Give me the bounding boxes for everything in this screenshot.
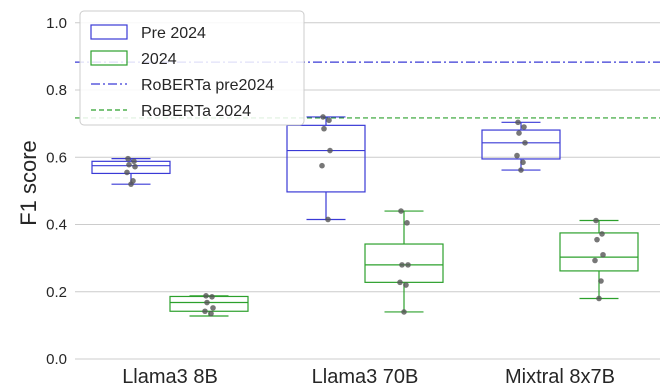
data-point (599, 231, 605, 237)
data-point (596, 295, 602, 302)
data-point (203, 292, 209, 299)
box-body (364, 243, 444, 283)
box-1-0 (169, 292, 249, 317)
data-point (399, 262, 405, 268)
data-point (518, 167, 524, 173)
y-tick-label: 0.0 (46, 351, 67, 368)
y-tick-label: 1.0 (46, 15, 67, 32)
box-body (286, 124, 366, 193)
data-point (326, 117, 332, 124)
data-point (204, 299, 210, 306)
y-tick-labels: 0.0 0.2 0.4 0.6 0.8 1.0 (46, 15, 67, 368)
data-point (593, 217, 599, 224)
data-point (404, 220, 410, 226)
legend-label: RoBERTa pre2024 (141, 77, 274, 94)
data-point (594, 236, 600, 243)
data-point (327, 147, 333, 154)
box-1-1 (364, 208, 444, 315)
y-tick-label: 0.8 (46, 82, 67, 99)
legend-swatch (90, 50, 128, 66)
data-point (131, 158, 137, 165)
data-point (208, 310, 214, 317)
data-point (320, 114, 326, 120)
box-0-2 (481, 119, 561, 173)
x-tick-label: Llama3 8B (122, 366, 218, 387)
data-point (128, 181, 134, 187)
data-point (401, 309, 407, 315)
box-body (169, 295, 249, 312)
box-body (481, 129, 561, 160)
data-point (514, 152, 520, 159)
legend-label: 2024 (141, 51, 177, 68)
data-point (600, 251, 606, 258)
data-point (210, 305, 216, 311)
box-1-2 (559, 217, 639, 302)
data-point (521, 124, 527, 130)
legend-frame (79, 10, 305, 126)
y-tick-label: 0.6 (46, 149, 67, 166)
grid-lines (75, 22, 660, 360)
data-point (126, 161, 132, 168)
data-point (520, 159, 526, 166)
y-axis-label: F1 score (16, 140, 41, 226)
data-point (132, 163, 138, 170)
legend-label: RoBERTa 2024 (141, 103, 251, 120)
x-tick-label: Llama3 70B (312, 366, 419, 387)
y-tick-label: 0.4 (46, 217, 67, 234)
data-point (522, 140, 528, 146)
data-point (209, 294, 215, 300)
x-tick-label: Mixtral 8x7B (505, 366, 615, 387)
y-tick-label: 0.2 (46, 284, 67, 301)
data-point (124, 169, 130, 176)
box-body (91, 160, 171, 175)
data-point (325, 216, 331, 223)
legend: Pre 2024 2024 RoBERTa pre2024 RoBERTa 2024 (79, 10, 305, 126)
box-body (559, 232, 639, 272)
data-point (319, 162, 325, 169)
data-point (516, 130, 522, 136)
data-point (403, 282, 409, 288)
legend-swatch (90, 24, 128, 40)
box-group (91, 114, 639, 317)
data-point (398, 208, 404, 214)
box-0-0 (91, 155, 171, 187)
legend-label: Pre 2024 (141, 25, 206, 42)
x-tick-labels: Llama3 8B Llama3 70B Mixtral 8x7B (122, 366, 615, 387)
data-point (125, 155, 131, 162)
box-0-1 (286, 114, 366, 223)
data-point (397, 279, 403, 286)
data-point (202, 308, 208, 315)
data-point (592, 257, 598, 264)
data-point (321, 125, 327, 132)
data-point (598, 278, 604, 284)
data-point (405, 262, 411, 268)
data-point (515, 119, 521, 126)
